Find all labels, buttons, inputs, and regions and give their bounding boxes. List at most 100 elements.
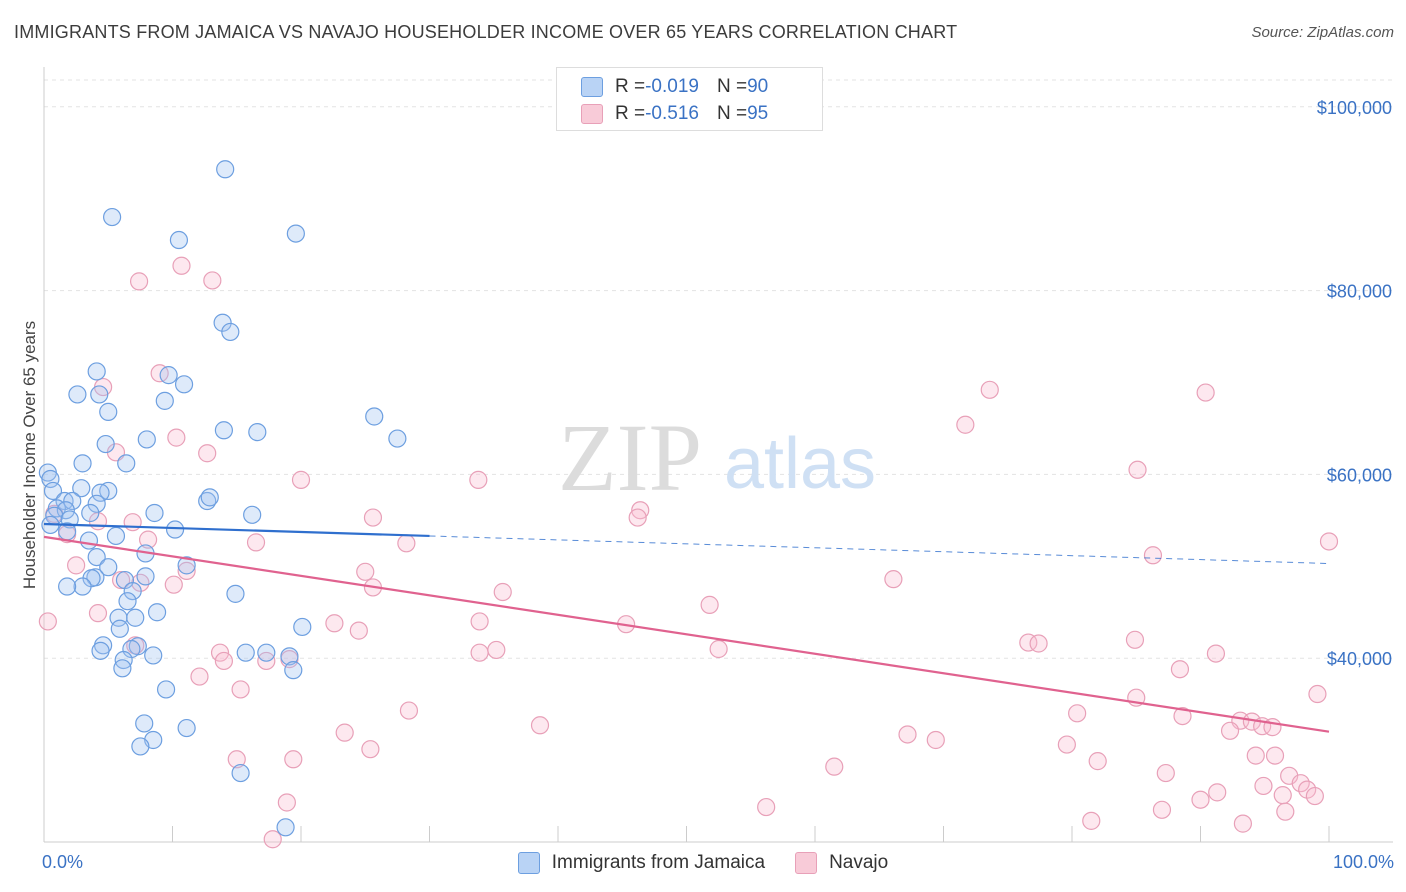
legend-r-label: R = [615,76,646,97]
navajo-point [164,575,183,594]
jamaica-point [91,483,110,502]
jamaica-point [126,608,145,627]
legend-label-jamaica: Immigrants from Jamaica [551,852,766,873]
jamaica-point [91,641,110,660]
jamaica-point [55,491,74,511]
jamaica-point [73,454,92,473]
jamaica-point [63,491,82,511]
jamaica-point [213,313,232,332]
legend-r-value: -0.019 [645,76,699,97]
navajo-point [88,604,108,623]
navajo-swatch [795,852,818,874]
jamaica-point [177,556,196,575]
jamaica-point [43,481,63,501]
legend-r-value: -0.516 [645,103,699,124]
navajo-point [363,508,383,527]
navajo-point [884,570,903,589]
jamaica-point [293,617,312,637]
jamaica-point [159,366,178,385]
jamaica-point [118,592,137,611]
legend-n-value: 95 [747,103,769,124]
jamaica-point [72,479,91,498]
navajo-point [1068,704,1087,723]
navajo-point [246,533,266,552]
jamaica-point [99,558,118,577]
jamaica-point [165,520,185,539]
navajo-point [203,271,222,290]
navajo-point [1206,644,1226,663]
navajo-point [349,621,368,640]
navajo-point [1152,800,1172,819]
watermark-atlas: atlas [724,424,876,504]
source-label: Source: ZipAtlas.com [1251,24,1394,41]
legend-r-label: R = [615,103,646,124]
navajo-point [1156,763,1175,783]
navajo-point [1273,786,1292,805]
jamaica-point [174,375,194,394]
jamaica-point [123,581,142,601]
navajo-point [1029,634,1048,653]
jamaica-point [145,503,164,523]
y-tick-label: $100,000 [1317,98,1392,118]
correlation-legend: R = -0.019 N = 90 R = -0.516 N = 95 [556,67,823,131]
navajo-point [325,614,344,633]
jamaica-point [221,322,240,342]
jamaica-point [226,584,245,603]
navajo-point [263,830,282,849]
jamaica-point [113,659,132,678]
jamaica-point [135,714,154,733]
jamaica-point [136,567,155,586]
jamaica-point [200,488,219,507]
navajo-point [111,570,131,590]
legend-n-value: 90 [747,76,769,97]
legend-n-label: N = [716,76,748,97]
jamaica-point [280,647,299,666]
navajo-point [1308,684,1327,704]
jamaica-points [38,160,407,837]
jamaica-point [81,503,100,523]
jamaica-point [79,531,99,550]
jamaica-point [99,402,118,421]
jamaica-point [58,577,77,596]
jamaica-point [110,619,129,638]
legend-item-navajo[interactable]: Navajo [795,852,888,874]
jamaica-point [131,737,150,756]
navajo-point [898,725,917,744]
jamaica-point [87,547,106,567]
jamaica-point [216,160,235,179]
navajo-point [628,508,647,527]
watermark: ZIP atlas [558,404,876,511]
series-legend: Immigrants from Jamaica Navajo [0,852,1406,874]
jamaica-point [117,454,136,473]
jamaica-point [137,430,156,449]
jamaica-point [243,505,262,524]
navajo-point [1128,460,1147,479]
navajo-point [1220,721,1240,740]
y-tick-labels: $40,000 $60,000 $80,000 $100,000 [1317,98,1392,669]
navajo-point [1319,532,1339,551]
jamaica-point [90,385,109,404]
navajo-point [190,667,209,686]
jamaica-trend-extension [429,535,1330,565]
navajo-point [757,797,776,817]
navajo-point [1170,660,1190,679]
navajo-point [1196,383,1215,402]
legend-item-jamaica[interactable]: Immigrants from Jamaica [517,852,766,874]
navajo-point [167,428,186,447]
navajo-point [177,561,196,580]
jamaica-point [56,501,75,520]
navajo-point [1143,546,1163,565]
navajo-point [470,643,489,662]
navajo-point [356,562,375,581]
navajo-point [399,701,419,720]
navajo-points [38,256,1339,849]
navajo-point [150,364,169,383]
watermark-zip: ZIP [558,404,702,511]
navajo-point [231,680,250,699]
navajo-point [1082,811,1101,830]
legend-n-label: N = [716,103,748,124]
jamaica-trend-line [43,522,430,538]
jamaica-point [214,421,233,440]
jamaica-point [41,469,60,489]
